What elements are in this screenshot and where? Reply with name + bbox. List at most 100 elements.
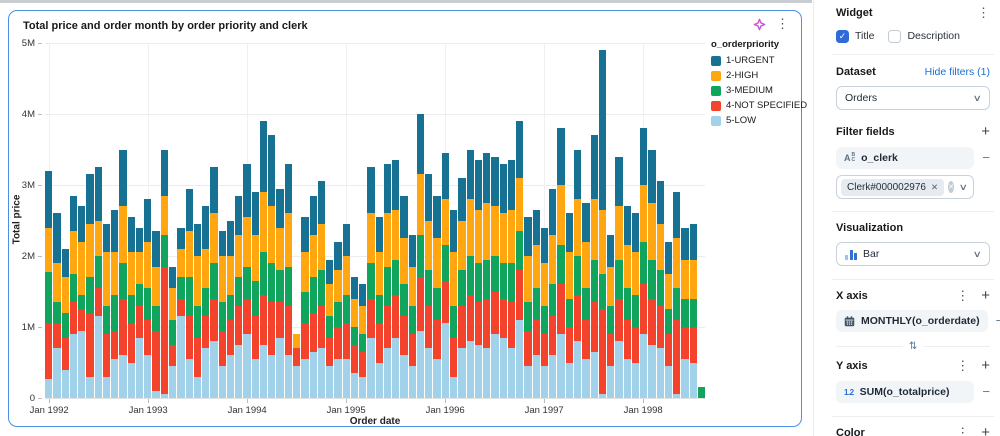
- bar-1998-04[interactable]: [664, 43, 673, 398]
- bar-segment-2-HIGH[interactable]: [375, 252, 383, 296]
- bar-segment-4-NOT SPECIFIED[interactable]: [383, 305, 392, 349]
- bar-segment-3-MEDIUM[interactable]: [648, 259, 656, 299]
- bar-segment-2-HIGH[interactable]: [582, 241, 590, 288]
- bar-1992-03[interactable]: [61, 43, 69, 398]
- bar-1996-11[interactable]: [524, 43, 532, 398]
- bar-1996-08[interactable]: [499, 43, 507, 398]
- bar-segment-2-HIGH[interactable]: [400, 238, 408, 285]
- bar-segment-1-URGENT[interactable]: [235, 195, 243, 235]
- bar-segment-1-URGENT[interactable]: [623, 206, 631, 246]
- bar-segment-3-MEDIUM[interactable]: [127, 295, 135, 324]
- bar-segment-2-HIGH[interactable]: [598, 209, 607, 274]
- bar-segment-4-NOT SPECIFIED[interactable]: [582, 319, 590, 359]
- bar-segment-2-HIGH[interactable]: [623, 245, 631, 288]
- bar-1998-01[interactable]: [640, 43, 648, 398]
- bar-segment-5-LOW[interactable]: [640, 334, 648, 398]
- bar-1996-05[interactable]: [474, 43, 483, 398]
- bar-1997-12[interactable]: [631, 43, 640, 398]
- bar-segment-3-MEDIUM[interactable]: [160, 234, 168, 267]
- bar-segment-2-HIGH[interactable]: [483, 202, 491, 260]
- bar-1997-04[interactable]: [565, 43, 573, 398]
- bar-segment-2-HIGH[interactable]: [235, 234, 243, 278]
- bar-segment-2-HIGH[interactable]: [226, 256, 235, 296]
- bar-1993-06[interactable]: [185, 43, 193, 398]
- bar-1998-07[interactable]: [689, 43, 697, 398]
- bar-segment-1-URGENT[interactable]: [334, 241, 342, 271]
- bar-segment-5-LOW[interactable]: [152, 390, 160, 398]
- bar-segment-2-HIGH[interactable]: [557, 185, 565, 246]
- bar-segment-5-LOW[interactable]: [681, 358, 689, 398]
- bar-segment-1-URGENT[interactable]: [86, 174, 94, 225]
- bar-segment-4-NOT SPECIFIED[interactable]: [673, 319, 681, 395]
- bar-1996-12[interactable]: [532, 43, 540, 398]
- bar-1997-01[interactable]: [540, 43, 549, 398]
- bar-segment-3-MEDIUM[interactable]: [441, 245, 450, 281]
- bar-1995-07[interactable]: [392, 43, 400, 398]
- bar-segment-2-HIGH[interactable]: [86, 224, 94, 278]
- clear-all-icon[interactable]: ✕: [948, 181, 954, 193]
- bar-segment-1-URGENT[interactable]: [342, 224, 350, 257]
- bar-segment-2-HIGH[interactable]: [615, 206, 623, 260]
- bar-segment-1-URGENT[interactable]: [673, 192, 681, 239]
- bar-segment-1-URGENT[interactable]: [565, 213, 573, 253]
- bar-segment-5-LOW[interactable]: [259, 344, 268, 398]
- bar-segment-1-URGENT[interactable]: [524, 216, 532, 257]
- bar-segment-4-NOT SPECIFIED[interactable]: [61, 337, 69, 370]
- bar-segment-1-URGENT[interactable]: [284, 163, 292, 214]
- bar-1995-05[interactable]: [375, 43, 383, 398]
- bar-segment-1-URGENT[interactable]: [491, 156, 499, 207]
- bar-segment-3-MEDIUM[interactable]: [524, 302, 532, 331]
- bar-1995-02[interactable]: [350, 43, 359, 398]
- bar-1996-02[interactable]: [450, 43, 458, 398]
- bar-segment-3-MEDIUM[interactable]: [540, 305, 549, 335]
- bar-1995-04[interactable]: [367, 43, 375, 398]
- bar-segment-4-NOT SPECIFIED[interactable]: [45, 323, 53, 379]
- bar-segment-1-URGENT[interactable]: [607, 234, 615, 267]
- bar-segment-5-LOW[interactable]: [144, 355, 152, 398]
- bar-segment-4-NOT SPECIFIED[interactable]: [516, 270, 524, 320]
- bar-segment-1-URGENT[interactable]: [251, 192, 259, 235]
- bar-segment-2-HIGH[interactable]: [607, 266, 615, 306]
- y-axis-field-pill[interactable]: 1.2 SUM(o_totalprice): [836, 381, 975, 403]
- bar-segment-2-HIGH[interactable]: [450, 252, 458, 306]
- bar-segment-5-LOW[interactable]: [284, 355, 292, 398]
- chart-menu-kebab-icon[interactable]: ⋮: [776, 16, 789, 31]
- bar-segment-4-NOT SPECIFIED[interactable]: [458, 305, 466, 349]
- bar-segment-1-URGENT[interactable]: [615, 156, 623, 207]
- bar-segment-2-HIGH[interactable]: [78, 241, 86, 296]
- add-color-field-button[interactable]: +: [981, 424, 990, 436]
- bar-segment-5-LOW[interactable]: [86, 376, 94, 398]
- bar-segment-3-MEDIUM[interactable]: [259, 252, 268, 296]
- bar-segment-1-URGENT[interactable]: [350, 277, 359, 299]
- bar-segment-2-HIGH[interactable]: [540, 263, 549, 306]
- bar-segment-3-MEDIUM[interactable]: [623, 287, 631, 320]
- bar-segment-2-HIGH[interactable]: [61, 277, 69, 313]
- bar-segment-3-MEDIUM[interactable]: [185, 277, 193, 317]
- bar-segment-3-MEDIUM[interactable]: [218, 302, 226, 331]
- bar-segment-3-MEDIUM[interactable]: [491, 256, 499, 292]
- color-menu-kebab-icon[interactable]: ⋮: [956, 425, 970, 436]
- bar-segment-1-URGENT[interactable]: [392, 160, 400, 210]
- bar-segment-5-LOW[interactable]: [78, 330, 86, 398]
- bar-segment-2-HIGH[interactable]: [474, 209, 483, 264]
- bar-segment-4-NOT SPECIFIED[interactable]: [416, 277, 425, 331]
- bar-segment-5-LOW[interactable]: [383, 348, 392, 398]
- bar-segment-5-LOW[interactable]: [177, 316, 185, 398]
- bar-segment-2-HIGH[interactable]: [326, 284, 334, 317]
- bar-segment-5-LOW[interactable]: [127, 362, 135, 398]
- bar-segment-1-URGENT[interactable]: [590, 135, 598, 200]
- bar-segment-3-MEDIUM[interactable]: [350, 327, 359, 345]
- bar-segment-2-HIGH[interactable]: [334, 270, 342, 303]
- bar-segment-5-LOW[interactable]: [491, 334, 499, 398]
- bar-1994-12[interactable]: [334, 43, 342, 398]
- bar-segment-4-NOT SPECIFIED[interactable]: [450, 337, 458, 377]
- bar-segment-5-LOW[interactable]: [408, 366, 416, 398]
- bar-segment-1-URGENT[interactable]: [574, 149, 582, 200]
- bar-segment-2-HIGH[interactable]: [367, 213, 375, 264]
- remove-y-axis-field-button[interactable]: −: [982, 384, 990, 399]
- filter-value-tag[interactable]: Clerk#000002976 ✕: [841, 178, 945, 196]
- bar-segment-4-NOT SPECIFIED[interactable]: [268, 302, 276, 356]
- bar-segment-2-HIGH[interactable]: [549, 234, 557, 285]
- bar-segment-1-URGENT[interactable]: [268, 135, 276, 207]
- bar-1993-03[interactable]: [160, 43, 168, 398]
